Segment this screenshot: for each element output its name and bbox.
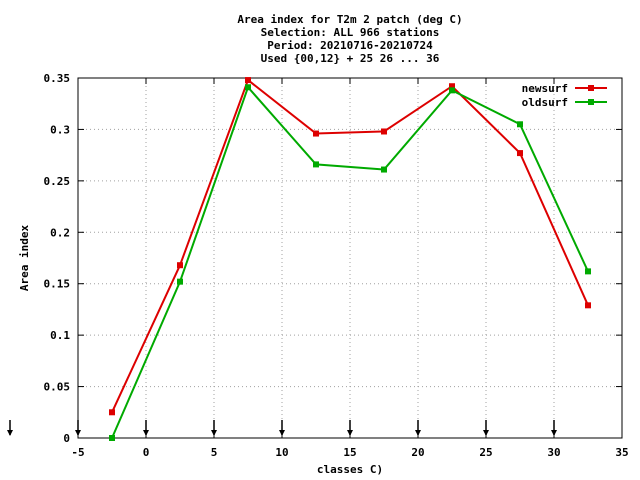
arrow-marker <box>143 420 149 436</box>
data-point <box>313 161 319 168</box>
data-point <box>449 83 455 90</box>
x-tick-label: 35 <box>615 446 628 459</box>
arrow-marker <box>415 420 421 436</box>
arrow-marker <box>483 420 489 436</box>
x-tick-label: 30 <box>547 446 560 459</box>
data-point <box>245 84 251 91</box>
y-tick-label: 0.1 <box>50 329 70 342</box>
arrow-marker <box>211 420 217 436</box>
series-line <box>111 78 589 413</box>
y-tick-label: 0.15 <box>44 278 71 291</box>
data-point <box>109 409 115 416</box>
arrow-marker <box>279 420 285 436</box>
legend-marker <box>588 85 594 91</box>
data-point <box>449 87 455 94</box>
tick-labels: -5 0 5 10 15 20 25 30 3500.050.10.150.20.250.30.… <box>44 72 629 459</box>
x-tick-label: 10 <box>275 446 288 459</box>
data-point <box>177 262 183 269</box>
data-point <box>585 268 591 275</box>
series-newsurf <box>109 77 591 416</box>
x-tick-label: 20 <box>411 446 424 459</box>
series-line <box>111 85 589 439</box>
x-tick-label: 0 <box>143 446 150 459</box>
y-tick-label: 0.2 <box>50 226 70 239</box>
data-point <box>177 278 183 285</box>
data-point <box>381 166 387 173</box>
arrow-marker <box>7 420 13 436</box>
arrow-marker <box>551 420 557 436</box>
arrow-marker <box>347 420 353 436</box>
arrow-marker <box>75 420 81 436</box>
legend-label: oldsurf <box>522 96 568 109</box>
title-line-4: Used {00,12} + 25 26 ... 36 <box>261 52 440 65</box>
chart-title: Area index for T2m 2 patch (deg C) Selec… <box>237 13 462 65</box>
data-point <box>313 130 319 137</box>
data-point <box>381 128 387 135</box>
legend-label: newsurf <box>522 82 568 95</box>
y-tick-label: 0.35 <box>44 72 71 85</box>
x-axis-label: classes C) <box>317 463 383 476</box>
x-tick-label: -5 <box>71 446 84 459</box>
data-point <box>245 77 251 84</box>
data-point <box>585 302 591 309</box>
data-point <box>517 150 523 157</box>
x-tick-label: 15 <box>343 446 356 459</box>
grid <box>78 78 622 438</box>
title-line-2: Selection: ALL 966 stations <box>261 26 440 39</box>
legend-marker <box>588 99 594 105</box>
title-line-3: Period: 20210716-20210724 <box>267 39 433 52</box>
x-tick-label: 5 <box>211 446 218 459</box>
y-tick-label: 0.05 <box>44 381 71 394</box>
title-line-1: Area index for T2m 2 patch (deg C) <box>237 13 462 26</box>
x-tick-label: 25 <box>479 446 492 459</box>
y-tick-label: 0.3 <box>50 123 70 136</box>
arrow-markers <box>7 420 557 436</box>
data-point <box>517 121 523 128</box>
y-axis-label: Area index <box>18 225 31 292</box>
legend-entry-oldsurf: oldsurf <box>522 96 607 109</box>
series-group <box>109 77 591 441</box>
series-oldsurf <box>109 84 591 441</box>
legend-entry-newsurf: newsurf <box>522 82 607 95</box>
data-point <box>109 435 115 441</box>
y-tick-label: 0.25 <box>44 175 71 188</box>
y-tick-label: 0 <box>63 432 70 445</box>
